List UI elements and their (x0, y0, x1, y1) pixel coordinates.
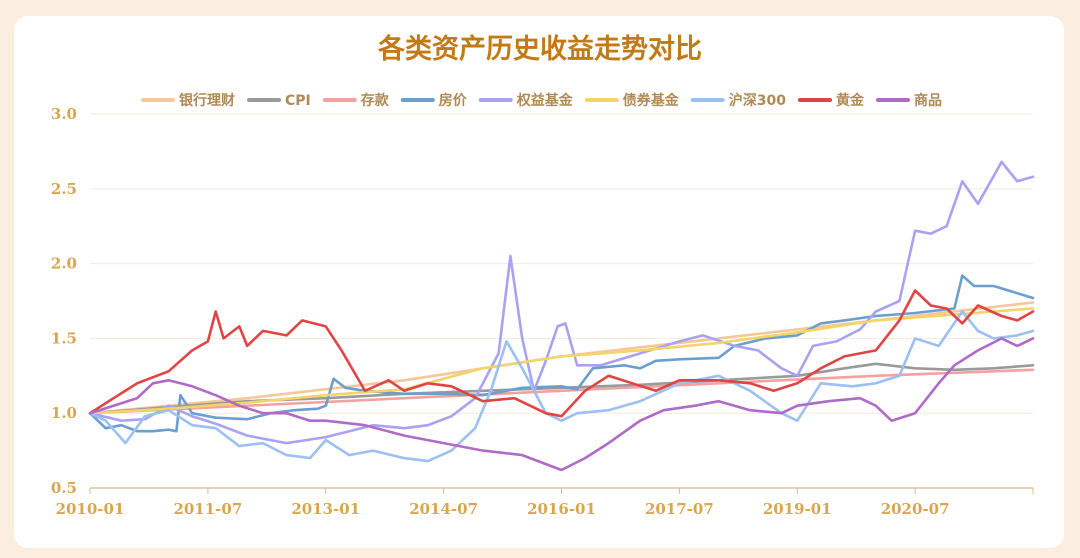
y-tick-label: 2.0 (51, 255, 77, 273)
legend-label: 房价 (439, 92, 468, 109)
x-tick-label: 2014-07 (409, 500, 478, 518)
legend: 银行理财 CPI 存款 房价 权益基金 债券基金 沪深300 黄金 商品 (141, 92, 942, 109)
x-tick-label: 2011-07 (173, 500, 242, 518)
series-line-2 (88, 368, 1035, 415)
series-line-6 (88, 310, 1035, 463)
legend-label: 权益基金 (516, 92, 574, 109)
x-tick-label: 2017-07 (645, 500, 714, 518)
y-tick-label: 1.5 (51, 329, 77, 347)
gridlines (90, 113, 1033, 489)
series-line-4 (88, 160, 1035, 445)
x-tick-label: 2016-01 (527, 500, 596, 518)
series-line-5 (88, 307, 1035, 415)
series-line-8 (88, 337, 1035, 472)
chart-title: 各类资产历史收益走势对比 (377, 33, 702, 65)
chart-card (14, 16, 1064, 548)
legend-label: 黄金 (836, 92, 865, 109)
y-tick-label: 1.0 (51, 404, 77, 422)
y-axis-ticks: 3.0 2.5 2.0 1.5 1.0 0.5 (51, 105, 77, 497)
series-line-7 (88, 289, 1035, 418)
legend-label: 债券基金 (623, 92, 680, 109)
y-tick-label: 2.5 (51, 180, 77, 198)
x-axis: 2010-01 2011-07 2013-01 2014-07 2016-01 2017-… (56, 487, 1034, 518)
legend-label: 商品 (914, 92, 942, 109)
legend-label: 银行理财 (179, 92, 235, 109)
y-tick-label: 3.0 (51, 105, 77, 123)
legend-label: CPI (285, 93, 311, 109)
x-tick-label: 2020-07 (881, 500, 950, 518)
series-lines (88, 160, 1035, 472)
y-tick-label: 0.5 (51, 479, 77, 497)
series-line-3 (88, 274, 1035, 433)
legend-label: 沪深300 (729, 92, 786, 109)
x-tick-label: 2010-01 (56, 500, 125, 518)
x-tick-label: 2013-01 (291, 500, 360, 518)
legend-label: 存款 (361, 92, 390, 109)
x-tick-label: 2019-01 (763, 500, 832, 518)
